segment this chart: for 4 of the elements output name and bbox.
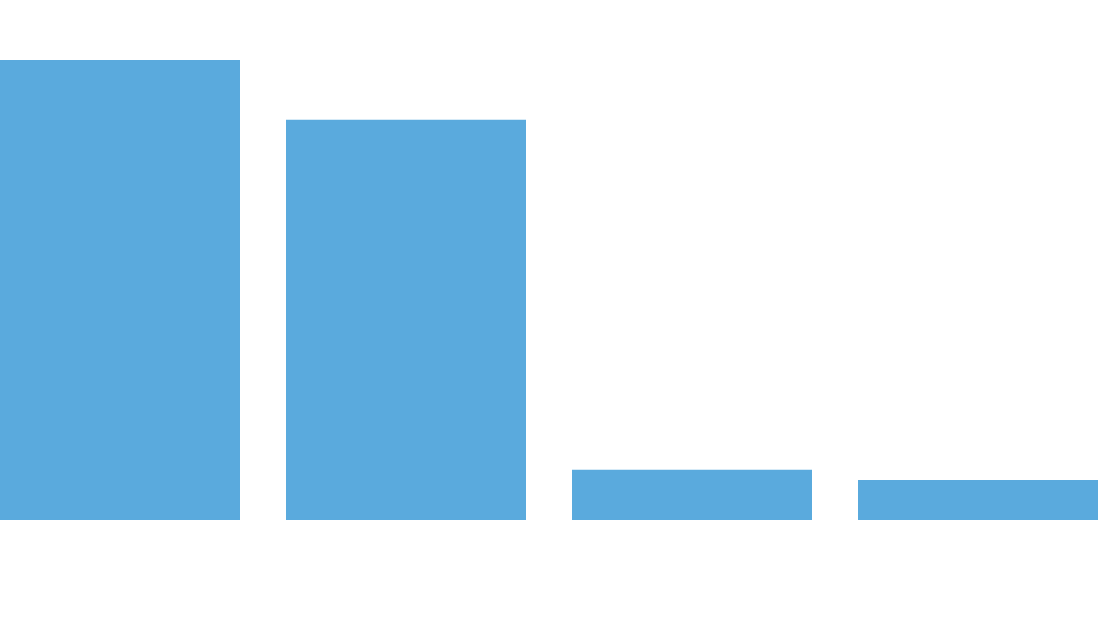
bar: [858, 479, 1098, 520]
bar: [286, 119, 526, 520]
bar: [572, 469, 812, 520]
bar: [0, 60, 240, 520]
